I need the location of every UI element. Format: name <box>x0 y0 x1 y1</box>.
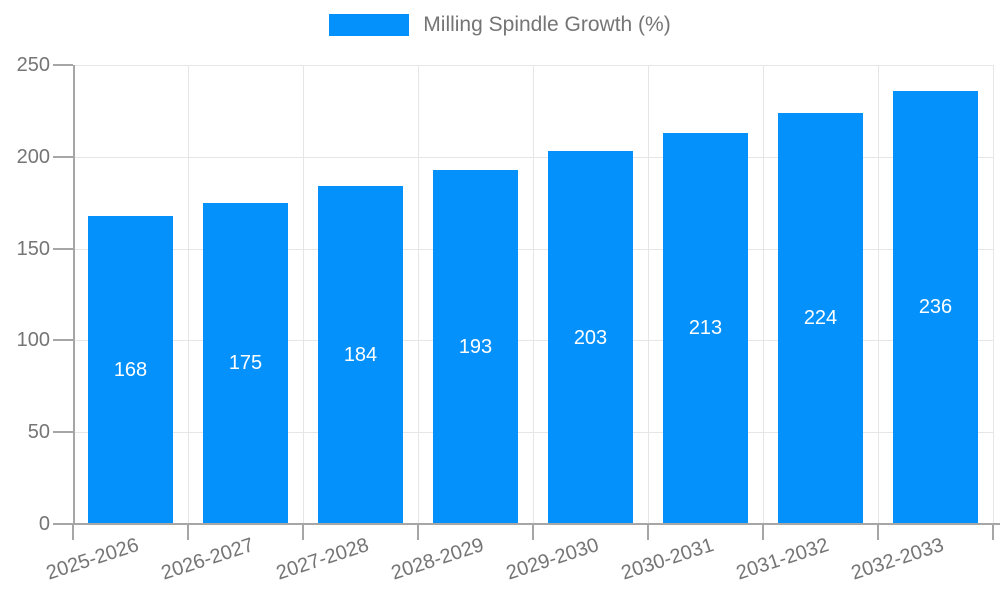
x-tick-mark <box>72 524 74 540</box>
x-tick-mark <box>762 524 764 540</box>
x-tick-mark <box>992 524 994 540</box>
bar <box>318 186 403 524</box>
y-tick-mark <box>53 431 73 434</box>
x-tick-mark <box>187 524 189 540</box>
bar-value-label: 168 <box>113 358 148 381</box>
bar-value-label: 203 <box>573 326 608 349</box>
plot-area: 168 175 184 193 203 213 224 236 <box>73 65 994 525</box>
bar-value-label: 175 <box>228 352 263 375</box>
bar <box>88 215 173 524</box>
bar-value-label: 213 <box>688 317 723 340</box>
y-tick-mark <box>53 155 73 158</box>
legend-swatch <box>329 14 410 36</box>
bar <box>203 202 288 524</box>
x-tick-mark <box>302 524 304 540</box>
gridline-vertical <box>188 65 189 524</box>
x-tick-label: 2030-2031 <box>618 534 717 585</box>
bar <box>548 151 633 524</box>
x-tick-mark <box>417 524 419 540</box>
x-tick-label: 2029-2030 <box>503 534 602 585</box>
bar <box>893 90 978 524</box>
bar-value-label: 236 <box>918 296 953 319</box>
y-tick-mark <box>53 339 73 342</box>
bar-value-label: 193 <box>458 335 493 358</box>
gridline-vertical <box>533 65 534 524</box>
x-tick-label: 2028-2029 <box>388 534 487 585</box>
y-tick-mark <box>53 247 73 250</box>
y-tick-mark <box>53 523 73 525</box>
x-tick-mark <box>532 524 534 540</box>
x-tick-label: 2031-2032 <box>733 534 832 585</box>
bar <box>433 169 518 524</box>
legend-label: Milling Spindle Growth (%) <box>423 13 671 36</box>
y-tick-mark <box>53 64 73 66</box>
gridline-vertical <box>763 65 764 524</box>
y-tick-label: 100 <box>16 329 50 352</box>
y-tick-label: 200 <box>16 145 50 168</box>
x-tick-label: 2025-2026 <box>43 534 142 585</box>
x-tick-label: 2032-2033 <box>848 534 947 585</box>
y-tick-label: 50 <box>27 421 50 444</box>
x-tick-mark <box>877 524 879 540</box>
y-tick-label: 250 <box>16 54 50 76</box>
x-tick-label: 2027-2028 <box>273 534 372 585</box>
bar-value-label: 184 <box>343 344 378 367</box>
gridline-vertical <box>418 65 419 524</box>
gridline-vertical <box>878 65 879 524</box>
bar <box>778 112 863 524</box>
legend: Milling Spindle Growth (%) <box>0 0 1000 50</box>
bar-value-label: 224 <box>803 307 838 330</box>
bar <box>663 132 748 524</box>
x-tick-mark <box>647 524 649 540</box>
y-tick-label: 0 <box>38 513 50 535</box>
gridline-vertical <box>303 65 304 524</box>
y-tick-label: 150 <box>16 237 50 260</box>
gridline-vertical <box>993 65 994 524</box>
gridline-vertical <box>648 65 649 524</box>
y-axis-line <box>73 65 75 524</box>
x-tick-label: 2026-2027 <box>158 534 257 585</box>
